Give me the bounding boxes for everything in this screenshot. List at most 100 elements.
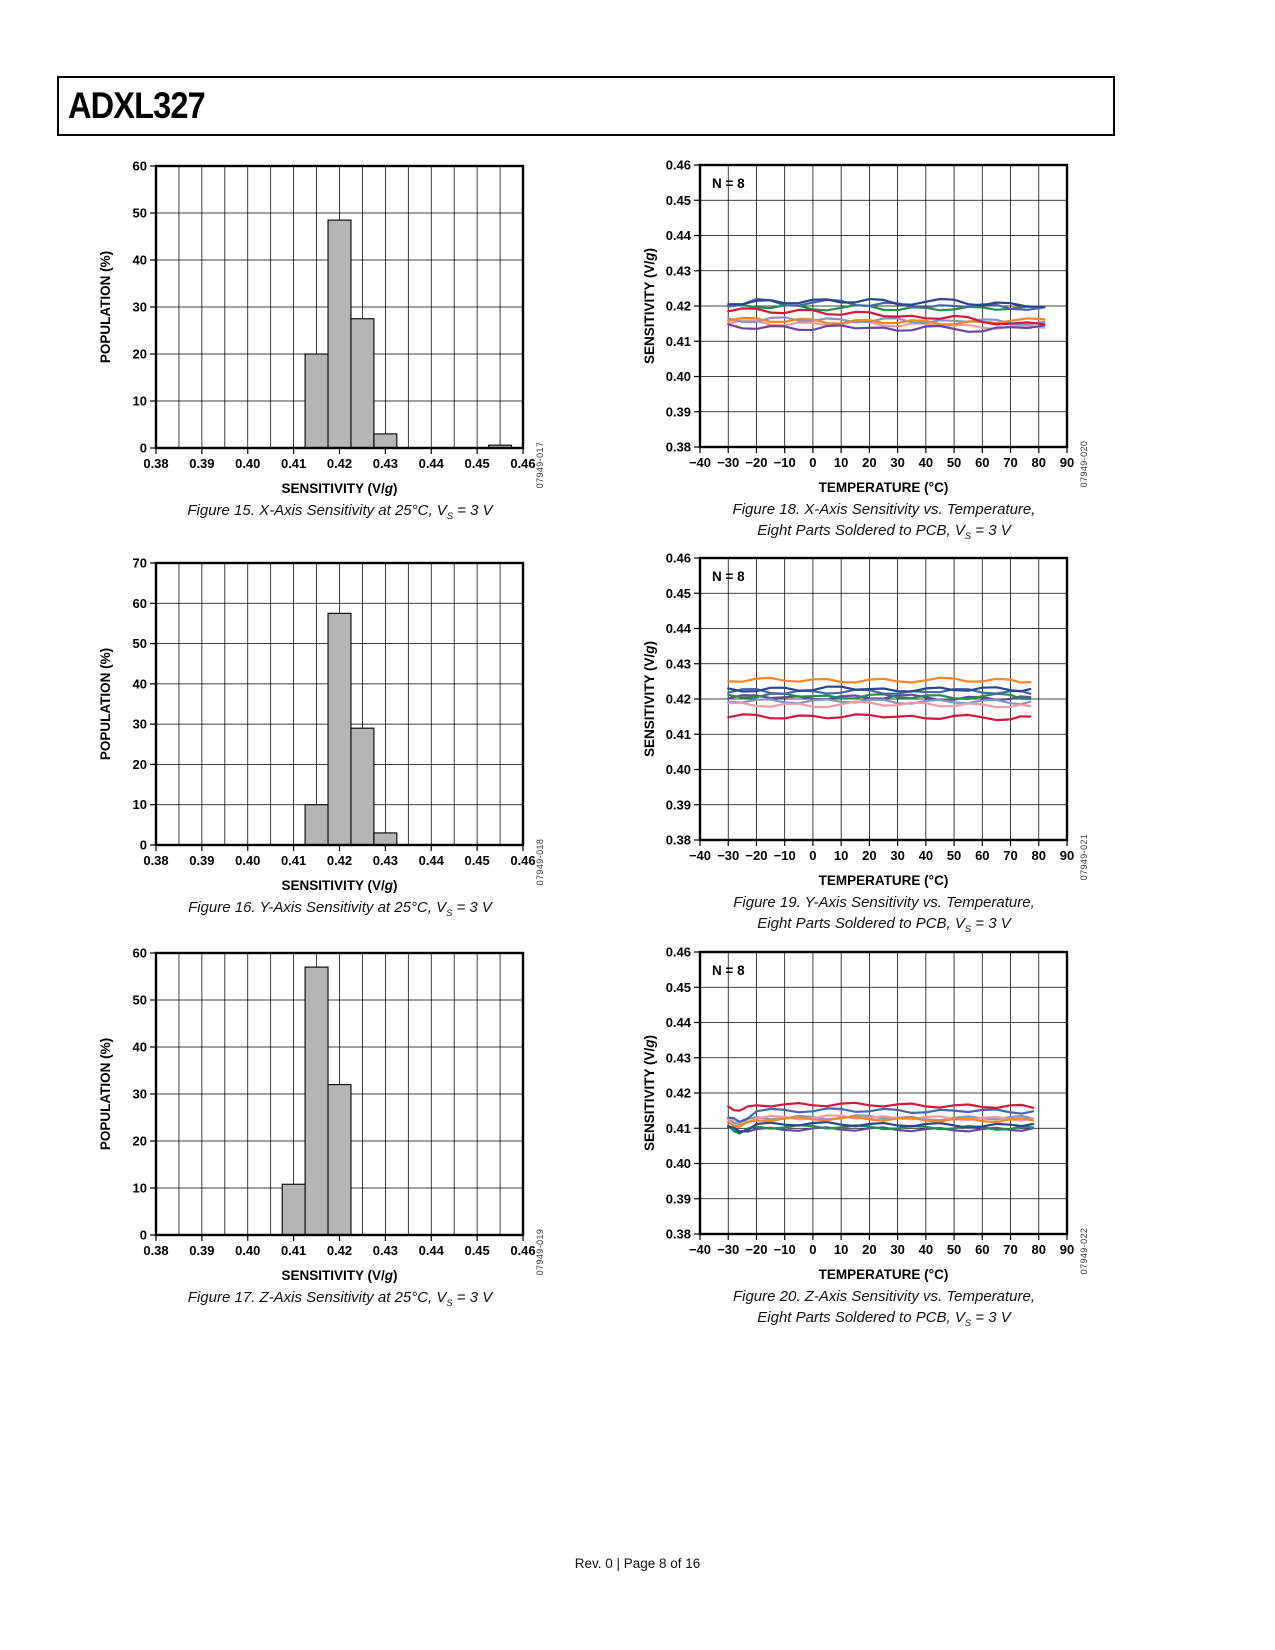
histogram-bar [350, 318, 375, 449]
y-tick-label: 0.40 [666, 762, 691, 777]
caption-tail: = 3 V [971, 522, 1011, 539]
x-axis-title: TEMPERATURE (°C) [819, 480, 949, 495]
x-tick-label: 40 [919, 455, 933, 470]
series-line-part-8 [727, 676, 1032, 684]
y-axis-title: POPULATION (%) [98, 1038, 113, 1150]
x-tick-label: 90 [1060, 1242, 1074, 1257]
x-tick-label: −10 [774, 848, 796, 863]
y-tick-label: 0.45 [666, 193, 691, 208]
x-tick-label: 0.45 [464, 853, 489, 868]
series-line-part-7 [727, 713, 1032, 722]
caption-text: Eight Parts Soldered to PCB, V [757, 522, 965, 539]
histogram-bar [373, 832, 398, 846]
caption-text: Figure 17. Z-Axis Sensitivity at 25°C, V [187, 1289, 447, 1306]
x-tick-label: 0.42 [327, 853, 352, 868]
x-tick-label: 70 [1003, 455, 1017, 470]
histogram-bar [373, 433, 398, 449]
figure-code: 07949-017 [535, 441, 545, 489]
histogram-bar [327, 1084, 352, 1236]
caption-text: Figure 16. Y-Axis Sensitivity at 25°C, V [188, 899, 447, 916]
x-axis-title: SENSITIVITY (V/g) [281, 481, 397, 496]
figure-19: −40 −30 −20 −10 0 10 20 30 40 50 60 70 80 90 0.38 0.39 0… [634, 550, 1134, 950]
x-tick-label: 0.43 [373, 1243, 398, 1258]
x-axis-title: SENSITIVITY (V/g) [281, 878, 397, 893]
figure-code: 07949-020 [1079, 440, 1089, 488]
histogram-bar [281, 1183, 306, 1236]
figure-20: −40 −30 −20 −10 0 10 20 30 40 50 60 70 80 90 0.38 0.39 0… [634, 944, 1134, 1344]
y-tick-label: 0 [140, 1228, 147, 1243]
x-tick-label: 0.42 [327, 456, 352, 471]
series-line-part-5 [727, 1114, 1035, 1125]
y-axis-title: SENSITIVITY (V/g) [642, 641, 657, 757]
series-line-part-1 [727, 1126, 1035, 1133]
y-axis-title: SENSITIVITY (V/g) [642, 1035, 657, 1151]
series-line-part-3 [727, 700, 1032, 709]
y-tick-label: 60 [133, 596, 147, 611]
caption-line1: Figure 19. Y-Axis Sensitivity vs. Temper… [733, 894, 1035, 911]
x-tick-label: 0 [809, 455, 816, 470]
y-tick-label: 0.41 [666, 334, 691, 349]
y-tick-label: 10 [133, 394, 147, 409]
x-tick-label: 0.46 [510, 456, 535, 471]
series-line-part-6 [727, 1115, 1035, 1128]
y-tick-label: 30 [133, 717, 147, 732]
y-tick-label: 30 [133, 300, 147, 315]
x-tick-label: 0 [809, 1242, 816, 1257]
figure-caption: Figure 16. Y-Axis Sensitivity at 25°C, V… [105, 897, 575, 924]
x-tick-label: 0.41 [281, 1243, 306, 1258]
caption-subscript: S [446, 511, 454, 521]
series-line-part-8 [727, 297, 1046, 308]
y-tick-label: 20 [133, 757, 147, 772]
x-tick-label: −40 [689, 455, 711, 470]
x-tick-label: −20 [745, 848, 767, 863]
x-tick-label: −40 [689, 848, 711, 863]
figure-18: −40 −30 −20 −10 0 10 20 30 40 50 60 70 80 90 0.38 0.39 0… [634, 157, 1134, 557]
figure-code: 07949-021 [1079, 833, 1089, 881]
y-tick-label: 0.40 [666, 369, 691, 384]
y-tick-label: 0.38 [666, 833, 691, 848]
y-tick-label: 60 [133, 159, 147, 174]
x-tick-label: 0.44 [419, 1243, 445, 1258]
series-line-part-7 [727, 307, 1046, 326]
x-tick-label: 0.43 [373, 853, 398, 868]
x-tick-label: 0.40 [235, 456, 260, 471]
histogram-bar [304, 804, 329, 846]
x-tick-label: 60 [975, 455, 989, 470]
y-tick-label: 0.39 [666, 1191, 691, 1206]
y-tick-label: 0.38 [666, 440, 691, 455]
x-tick-label: 50 [947, 1242, 961, 1257]
y-tick-label: 0.44 [666, 621, 692, 636]
y-tick-label: 0.43 [666, 1050, 691, 1065]
x-tick-label: 50 [947, 455, 961, 470]
y-tick-label: 0.40 [666, 1156, 691, 1171]
histogram-bar [327, 219, 352, 449]
x-tick-label: 90 [1060, 455, 1074, 470]
y-tick-label: 60 [133, 946, 147, 961]
caption-text: Eight Parts Soldered to PCB, V [757, 915, 965, 932]
x-tick-label: 0.44 [419, 456, 445, 471]
caption-line1: Figure 20. Z-Axis Sensitivity vs. Temper… [732, 1288, 1036, 1305]
x-tick-label: 10 [834, 1242, 848, 1257]
x-axis-title: SENSITIVITY (V/g) [281, 1268, 397, 1283]
histogram-bar [304, 353, 329, 449]
caption-subscript: S [446, 908, 453, 918]
histogram-bar [350, 727, 375, 846]
x-tick-label: −30 [717, 1242, 739, 1257]
y-axis-title: SENSITIVITY (V/g) [642, 248, 657, 364]
page-footer: Rev. 0 | Page 8 of 16 [574, 1556, 701, 1571]
figure-16: 0.38 0.39 0.40 0.41 0.42 0.43 0.44 0.45 0.46 0 10 2… [90, 555, 590, 955]
x-tick-label: 0.38 [143, 1243, 168, 1258]
figure-code: 07949-019 [535, 1228, 545, 1276]
series-line-part-2 [727, 316, 1046, 326]
x-tick-label: 40 [919, 1242, 933, 1257]
series-line-part-5 [727, 688, 1032, 695]
histogram-bar [304, 966, 329, 1236]
series-line-part-5 [727, 303, 1046, 312]
header-box: ADXL327 [57, 76, 1115, 136]
x-tick-label: 30 [890, 1242, 904, 1257]
caption-line2: Eight Parts Soldered to PCB, VS = 3 V [649, 913, 1119, 940]
y-tick-label: 0.42 [666, 1086, 691, 1101]
x-tick-label: 80 [1032, 1242, 1046, 1257]
chart-svg: −40 −30 −20 −10 0 10 20 30 40 50 60 70 80 90 0.38 0.39 0… [642, 551, 1074, 889]
histogram-bar [327, 612, 352, 846]
